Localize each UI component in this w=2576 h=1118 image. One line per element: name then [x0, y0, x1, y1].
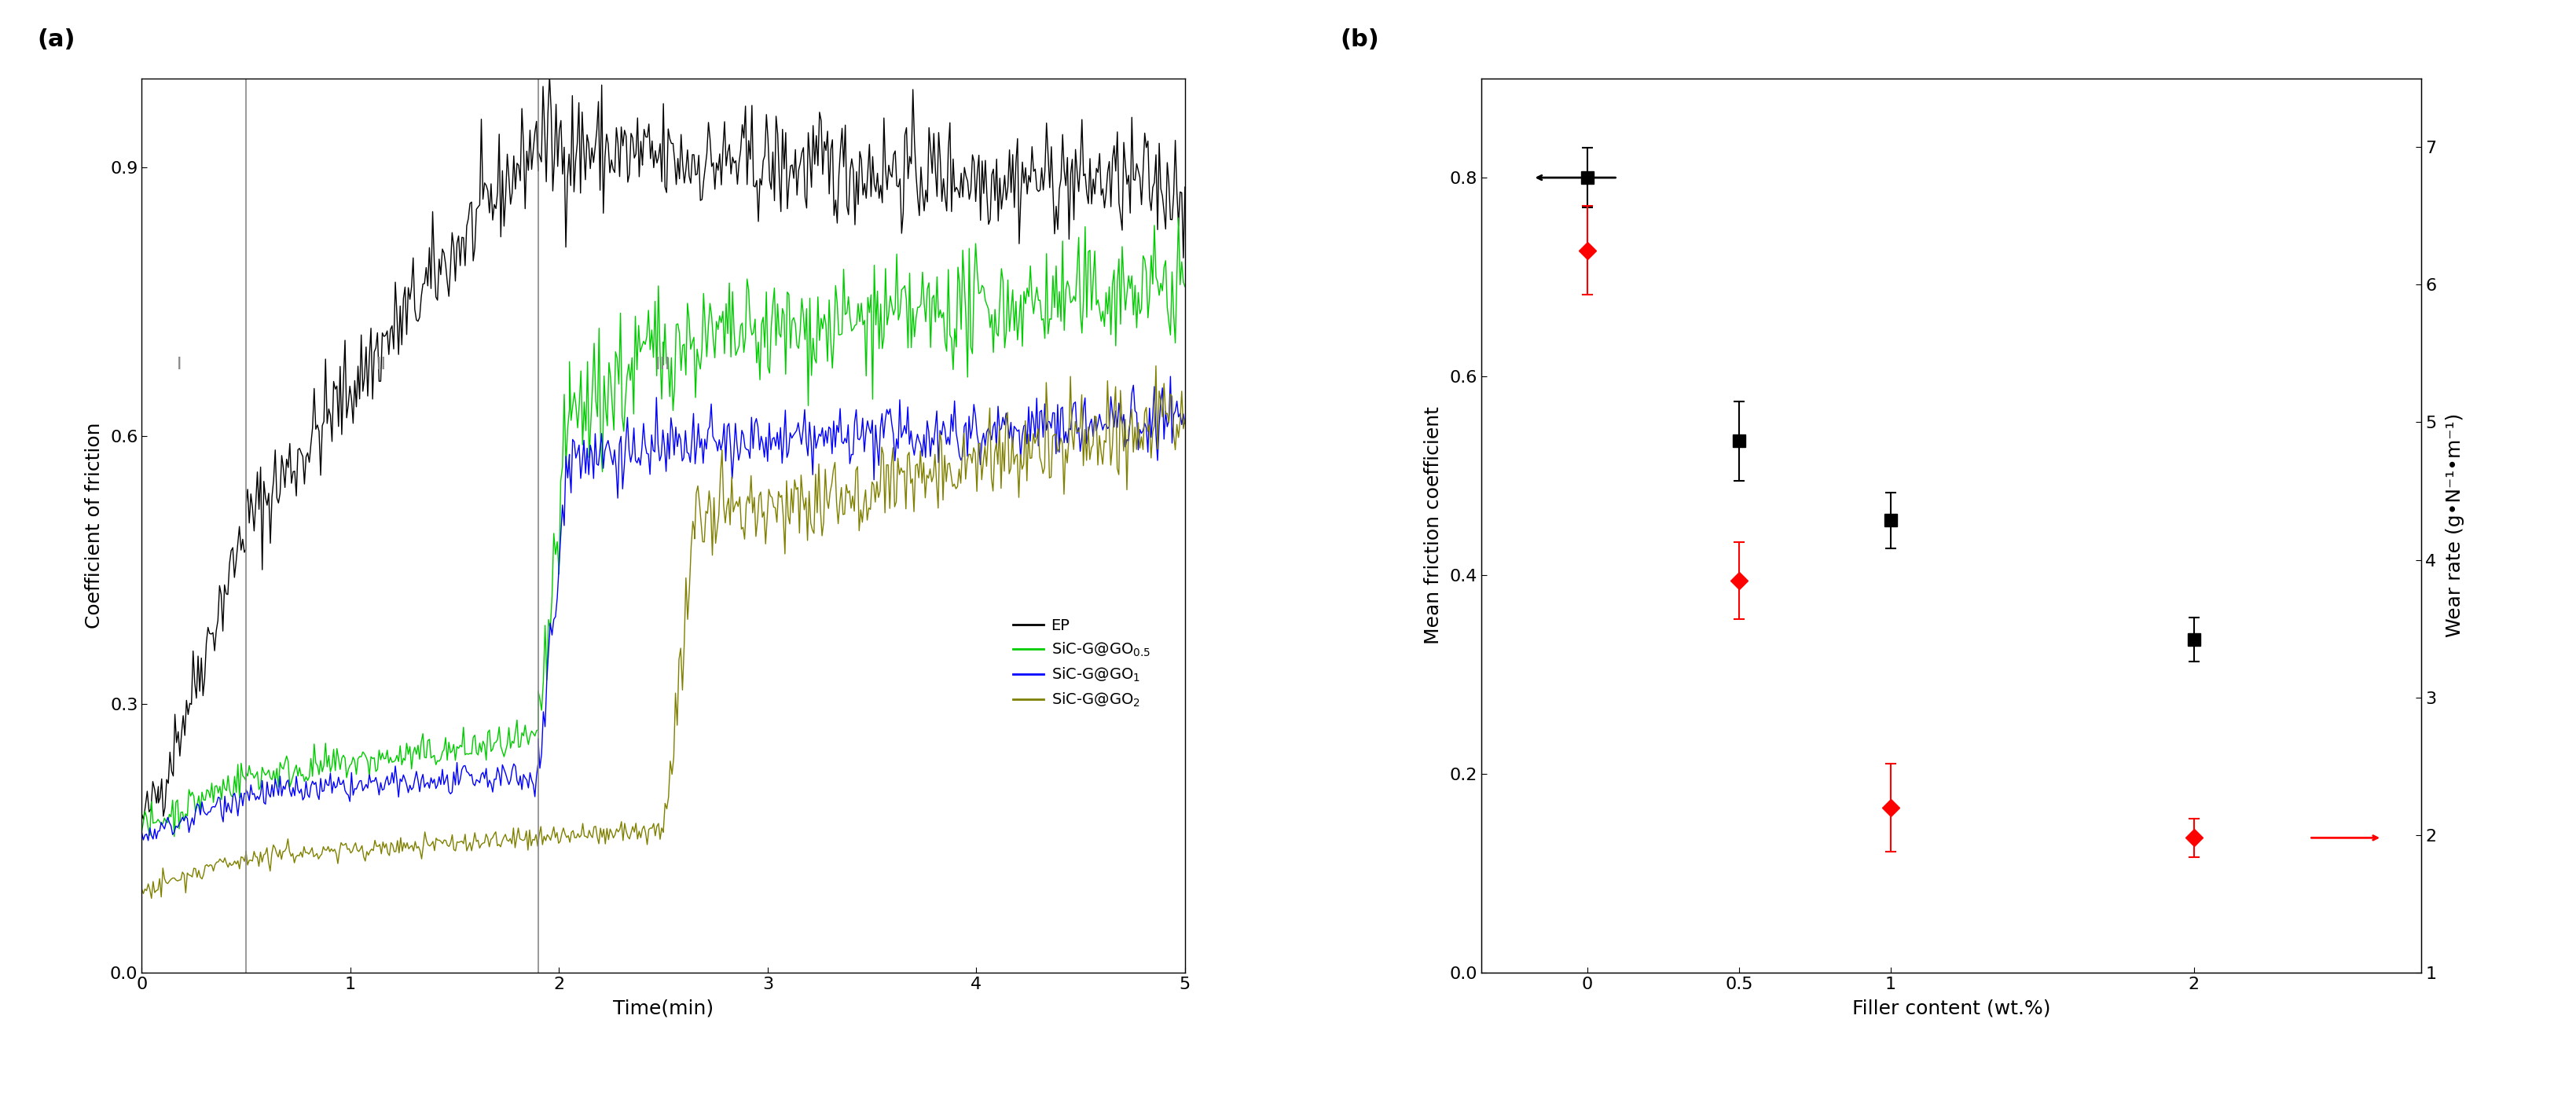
X-axis label: Time(min): Time(min): [613, 998, 714, 1017]
Text: (b): (b): [1340, 29, 1378, 51]
Y-axis label: Mean friction coefficient: Mean friction coefficient: [1425, 407, 1443, 644]
Legend: EP, SiC-G@GO$_{0.5}$, SiC-G@GO$_{1}$, SiC-G@GO$_{2}$: EP, SiC-G@GO$_{0.5}$, SiC-G@GO$_{1}$, Si…: [1007, 612, 1157, 714]
Y-axis label: Wear rate (g•N⁻¹•m⁻¹): Wear rate (g•N⁻¹•m⁻¹): [2445, 414, 2465, 637]
Text: (a): (a): [36, 29, 75, 51]
X-axis label: Filler content (wt.%): Filler content (wt.%): [1852, 998, 2050, 1017]
Text: II: II: [376, 357, 386, 372]
Y-axis label: Coefficient of friction: Coefficient of friction: [85, 423, 103, 628]
Text: III: III: [657, 357, 670, 372]
Text: I: I: [178, 357, 183, 372]
